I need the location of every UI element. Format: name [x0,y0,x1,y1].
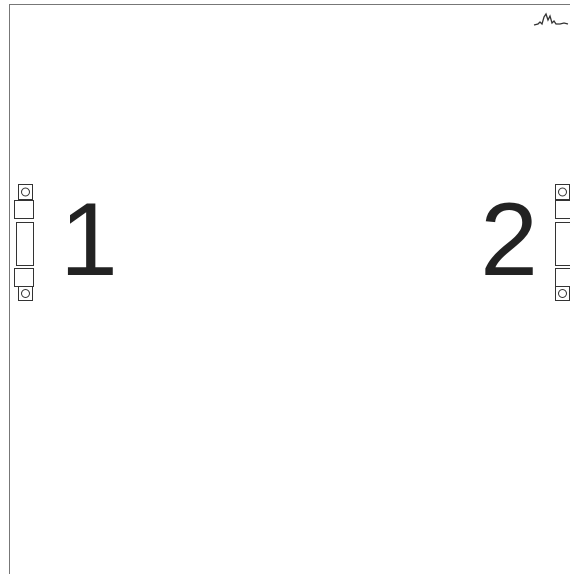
connector-hole [558,187,567,197]
left-connector [14,184,34,301]
connector-hole [21,187,30,197]
connector-block [14,200,34,219]
port-label: 1 [60,182,118,298]
connector-hole [21,289,30,298]
connector-block [14,268,34,287]
connector-body [16,222,34,266]
frame [9,4,570,574]
right-connector [555,184,570,301]
connector-hole [558,289,567,298]
port-label: 2 [480,182,538,298]
connector-body [555,222,570,266]
connector-block [555,200,570,219]
logo [533,12,569,26]
connector-block [555,268,570,287]
